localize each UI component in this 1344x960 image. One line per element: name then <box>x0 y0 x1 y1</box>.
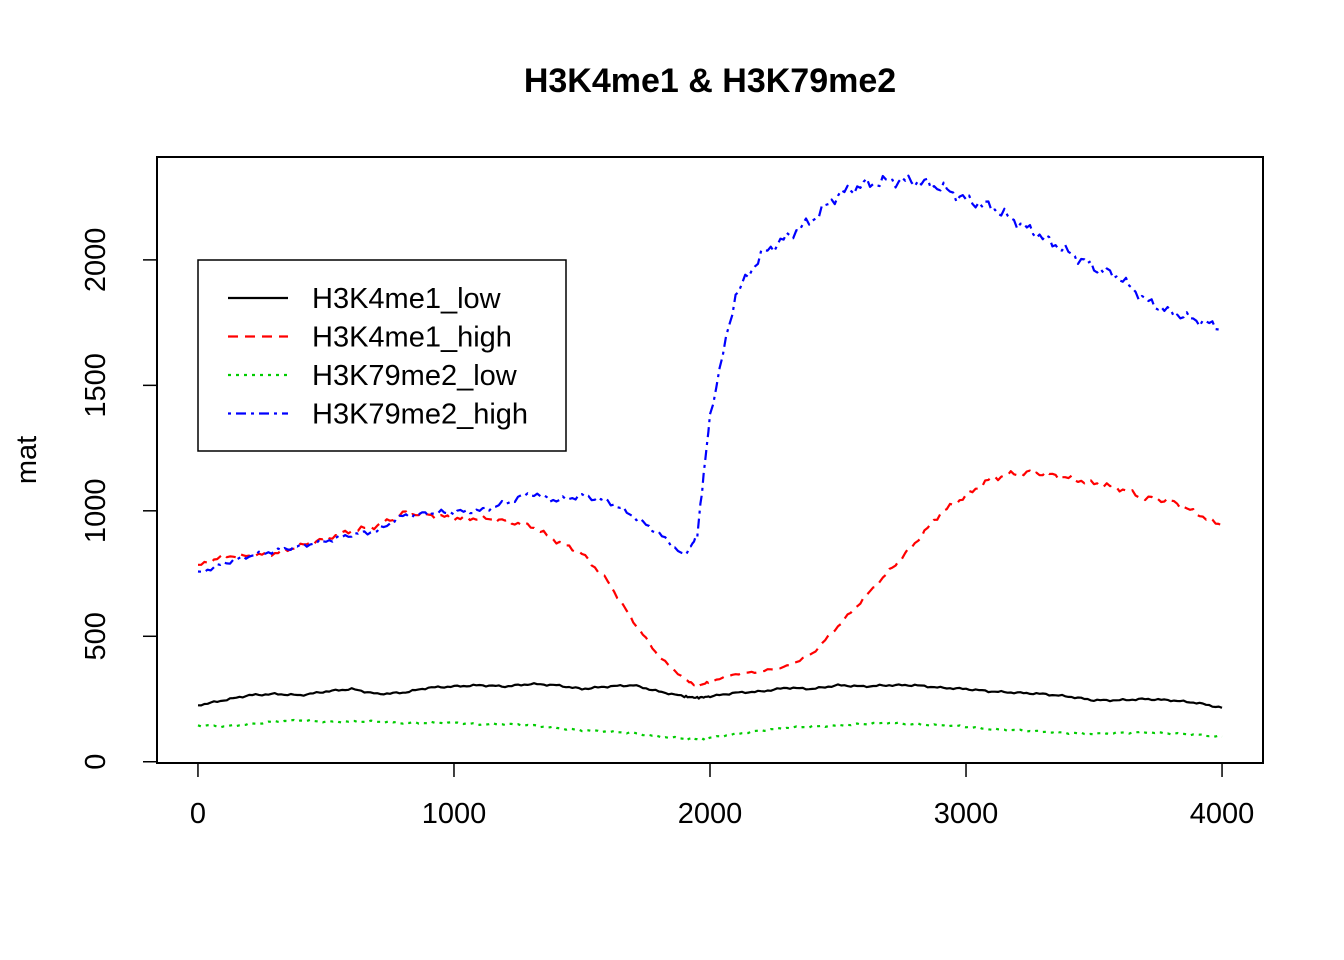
series-line-h3k4me1-high <box>198 469 1223 689</box>
chart-title: H3K4me1 & H3K79me2 <box>524 62 896 100</box>
y-tick-label: 1000 <box>80 479 112 544</box>
series-line-h3k79me2-low <box>197 718 1223 741</box>
x-tick-label: 4000 <box>1190 798 1255 830</box>
x-axis: 0 1000 2000 3000 4000 <box>190 762 1255 830</box>
x-tick-label: 2000 <box>678 798 743 830</box>
legend-item: H3K4me1_high <box>228 322 512 354</box>
series-layer <box>197 174 1223 741</box>
legend: H3K4me1_low H3K4me1_high H3K79me2_low H3K79… <box>197 259 567 452</box>
legend-item: H3K79me2_low <box>228 360 518 392</box>
y-tick-label: 0 <box>80 754 112 770</box>
y-tick-label: 2000 <box>80 228 112 293</box>
y-axis-label: mat <box>11 436 43 484</box>
y-tick-label: 500 <box>80 612 112 660</box>
legend-label: H3K4me1_low <box>312 283 502 315</box>
legend-label: H3K79me2_high <box>312 399 528 431</box>
series-line-h3k4me1-low <box>197 682 1223 709</box>
legend-label: H3K4me1_high <box>312 322 512 354</box>
legend-box <box>197 259 567 452</box>
plot-frame <box>156 156 1264 764</box>
legend-item: H3K4me1_low <box>228 283 502 315</box>
series-line-h3k79me2-high <box>197 174 1223 574</box>
x-tick-label: 1000 <box>422 798 487 830</box>
legend-item: H3K79me2_high <box>228 399 528 431</box>
y-axis: 0 500 1000 1500 2000 <box>80 228 158 770</box>
y-tick-label: 1500 <box>80 353 112 418</box>
x-tick-label: 3000 <box>934 798 999 830</box>
legend-label: H3K79me2_low <box>312 360 518 392</box>
x-tick-label: 0 <box>190 798 206 830</box>
